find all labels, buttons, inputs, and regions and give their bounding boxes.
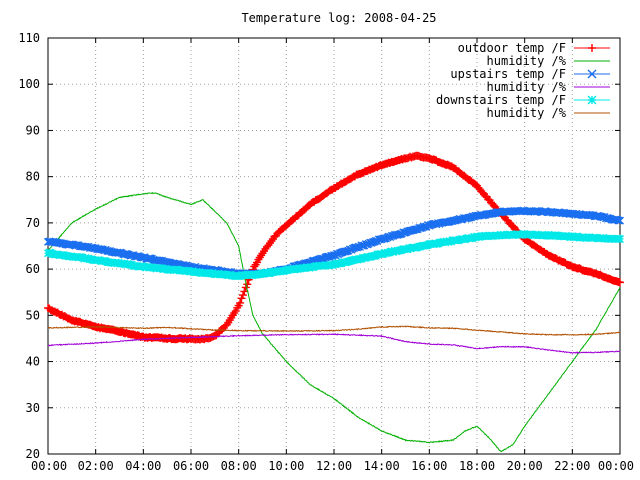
series-2 — [48, 191, 621, 453]
legend-entry: humidity /% — [487, 106, 610, 120]
series-line — [48, 191, 621, 453]
chart-title: Temperature log: 2008-04-25 — [241, 11, 436, 25]
y-tick-label: 40 — [26, 355, 40, 369]
x-tick-label: 08:00 — [221, 459, 257, 473]
plot-frame — [47, 37, 621, 455]
series-1 — [44, 151, 624, 344]
x-tick-label: 00:00 — [31, 459, 67, 473]
legend-entry: upstairs temp /F — [450, 67, 610, 81]
x-tick-label: 00:00 — [598, 459, 634, 473]
series-5 — [44, 229, 624, 281]
y-tick-label: 20 — [26, 447, 40, 461]
x-tick-label: 20:00 — [507, 459, 543, 473]
series-4 — [47, 332, 621, 355]
legend-label: upstairs temp /F — [450, 67, 566, 81]
x-tick-label: 06:00 — [173, 459, 209, 473]
y-tick-label: 90 — [26, 123, 40, 137]
legend-label: humidity /% — [487, 54, 567, 68]
x-tick-label: 04:00 — [125, 459, 161, 473]
series-line — [47, 325, 621, 336]
x-tick-label: 22:00 — [554, 459, 590, 473]
y-tick-label: 100 — [18, 77, 40, 91]
legend-entry: humidity /% — [487, 54, 610, 68]
x-tick-label: 10:00 — [268, 459, 304, 473]
y-tick-label: 80 — [26, 170, 40, 184]
y-tick-label: 60 — [26, 262, 40, 276]
axes: 20 30 40 50 60 70 80 90 100 110 00:00 02:00 04:00 06:… — [18, 31, 634, 473]
y-tick-label: 110 — [18, 31, 40, 45]
x-tick-label: 18:00 — [459, 459, 495, 473]
legend-label: humidity /% — [487, 106, 567, 120]
legend-entry: downstairs temp /F — [436, 93, 610, 107]
legend-marker — [587, 69, 597, 79]
x-tick-label: 12:00 — [316, 459, 352, 473]
y-tick-label: 30 — [26, 401, 40, 415]
series-group — [44, 151, 624, 453]
y-tick-label: 70 — [26, 216, 40, 230]
legend-marker — [587, 95, 597, 105]
series-6 — [47, 325, 621, 336]
x-tick-label: 02:00 — [78, 459, 114, 473]
legend-label: humidity /% — [487, 80, 567, 94]
y-tick-label: 50 — [26, 308, 40, 322]
x-tick-label: 16:00 — [411, 459, 447, 473]
series-line — [47, 332, 621, 355]
legend-marker — [588, 44, 596, 52]
series-markers — [44, 229, 624, 281]
legend-entry: outdoor temp /F — [458, 41, 610, 55]
legend-entry: humidity /% — [487, 80, 610, 94]
legend-label: outdoor temp /F — [458, 41, 566, 55]
legend-label: downstairs temp /F — [436, 93, 566, 107]
x-tick-label: 14:00 — [364, 459, 400, 473]
